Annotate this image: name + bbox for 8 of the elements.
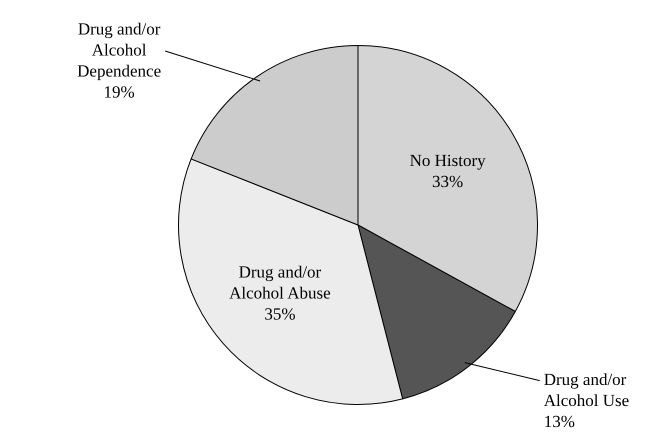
slice-label: No History: [410, 150, 486, 170]
data-label: 33%: [432, 172, 464, 191]
slice-label: Drug and/or Alcohol Use: [544, 370, 630, 410]
data-label: 19%: [104, 82, 135, 102]
slice-label: Drug and/or Alcohol Abuse: [229, 262, 331, 302]
data-label: 13%: [544, 412, 575, 432]
data-label: 35%: [264, 304, 296, 324]
slice-label: Drug and/or Alcohol Dependence: [77, 19, 162, 80]
